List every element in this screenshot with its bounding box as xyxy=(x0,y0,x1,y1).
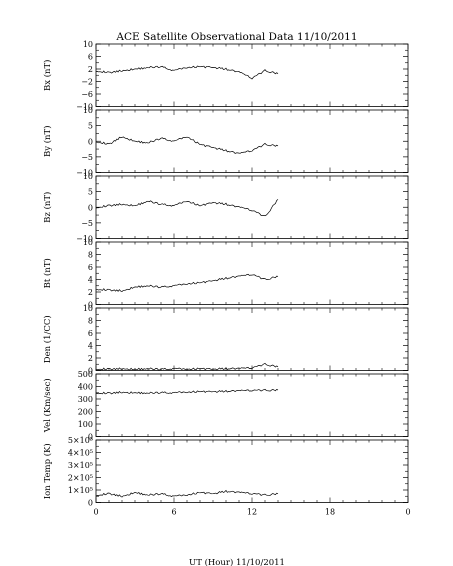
x-tick-labels: 0 6 12 18 0 xyxy=(93,508,410,517)
panel-frame xyxy=(95,175,409,239)
series-line xyxy=(96,136,279,154)
panel-frame xyxy=(95,439,409,503)
figure-title: ACE Satellite Observational Data 11/10/2… xyxy=(115,31,357,43)
series-line xyxy=(95,388,279,395)
series-line xyxy=(95,489,279,498)
y-tick-label: 2 xyxy=(88,288,93,297)
y-tick-label: 4 xyxy=(88,276,93,285)
panel-frame xyxy=(95,43,409,107)
panel-frame xyxy=(95,109,409,173)
y-tick-label: 2 xyxy=(88,65,93,74)
y-tick-label: 2×10⁵ xyxy=(68,474,93,483)
y-tick-label: 8 xyxy=(88,317,93,326)
panel-frame xyxy=(95,307,409,371)
y-tick-label: −5 xyxy=(81,153,93,162)
panel-by: 10 5 0 −5 −10 By (nT) xyxy=(42,106,409,178)
y-tick-label: 10 xyxy=(83,172,93,181)
y-tick-label: −6 xyxy=(81,90,93,99)
y-tick-label: 6 xyxy=(88,53,93,62)
y-tick-label: 2 xyxy=(88,354,93,363)
y-tick-label: 5×10⁵ xyxy=(68,436,93,445)
panel-den: 10 8 6 4 2 0 Den (1/CC) xyxy=(42,304,409,376)
y-tick-label: −2 xyxy=(81,78,93,87)
x-tick-label: 12 xyxy=(247,508,257,517)
y-tick-label: 500 xyxy=(78,370,93,379)
series-line xyxy=(95,273,279,293)
y-axis-label: Bz (nT) xyxy=(42,192,53,223)
y-tick-label: 10 xyxy=(83,238,93,247)
y-tick-label: 100 xyxy=(78,420,93,429)
y-tick-label: 10 xyxy=(83,40,93,49)
y-tick-label: 5 xyxy=(88,122,93,131)
y-tick-label: 400 xyxy=(78,383,93,392)
panel-vel: 500 400 300 200 100 0 Vel (Km/sec) xyxy=(42,370,409,442)
y-tick-label: 10 xyxy=(83,304,93,313)
y-axis-label: Bx (nT) xyxy=(42,59,53,91)
x-tick-label: 6 xyxy=(171,508,176,517)
y-tick-label: 6 xyxy=(88,263,93,272)
x-axis-label: UT (Hour) 11/10/2011 xyxy=(189,557,285,566)
y-tick-label: 300 xyxy=(78,395,93,404)
series-line xyxy=(95,362,279,371)
panels: 10 6 2 −2 −6 −10 Bx (nT) 10 5 0 −5 −10 By (nT) 10 5 0 −5… xyxy=(42,40,409,508)
y-axis-label: Ion Temp (K) xyxy=(42,443,53,499)
y-tick-label: 0 xyxy=(88,433,93,442)
y-tick-label: 4 xyxy=(88,342,93,351)
x-tick-label: 0 xyxy=(405,508,410,517)
y-tick-label: 1×10⁵ xyxy=(68,486,93,495)
panel-bx: 10 6 2 −2 −6 −10 Bx (nT) xyxy=(42,40,409,112)
series-line xyxy=(95,199,279,217)
y-tick-label: 0 xyxy=(88,499,93,508)
y-axis-label: Den (1/CC) xyxy=(42,315,53,363)
y-tick-label: 4×10⁵ xyxy=(68,449,93,458)
y-tick-label: 8 xyxy=(88,251,93,260)
y-tick-label: 0 xyxy=(88,301,93,310)
panel-bt: 10 8 6 4 2 0 Bt (nT) xyxy=(42,238,409,310)
panel-bz: 10 5 0 −5 −10 Bz (nT) xyxy=(42,172,409,244)
x-tick-label: 0 xyxy=(93,508,98,517)
y-tick-label: 6 xyxy=(88,329,93,338)
y-tick-label: 200 xyxy=(78,408,93,417)
y-tick-label: 0 xyxy=(88,203,93,212)
y-tick-label: −5 xyxy=(81,219,93,228)
y-tick-label: 3×10⁵ xyxy=(68,461,93,470)
y-axis-label: By (nT) xyxy=(42,125,53,157)
panel-frame xyxy=(95,241,409,305)
x-tick-label: 18 xyxy=(325,508,335,517)
series-line xyxy=(95,65,279,80)
y-tick-label: 5 xyxy=(88,188,93,197)
panel-ion: 5×10⁵ 4×10⁵ 3×10⁵ 2×10⁵ 1×10⁵ 0 Ion Temp (K) xyxy=(42,436,409,508)
y-tick-label: 0 xyxy=(88,367,93,376)
y-tick-label: −10 xyxy=(76,169,93,178)
y-tick-label: −10 xyxy=(76,235,93,244)
y-tick-label: 10 xyxy=(83,106,93,115)
y-axis-label: Vel (Km/sec) xyxy=(42,378,53,433)
y-tick-label: −10 xyxy=(76,103,93,112)
y-axis-label: Bt (nT) xyxy=(42,258,53,288)
panel-frame xyxy=(95,373,409,437)
y-tick-label: 0 xyxy=(88,137,93,146)
